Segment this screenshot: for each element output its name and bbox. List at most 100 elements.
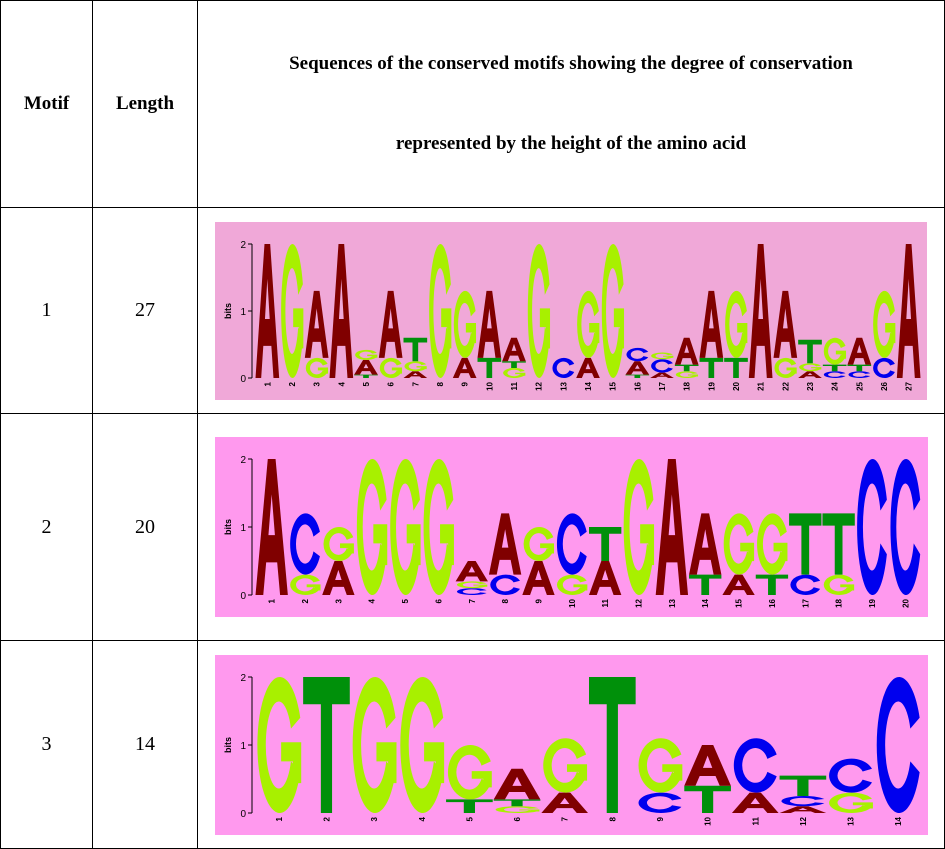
logo-letter-A xyxy=(655,459,688,595)
logo-letter-C xyxy=(889,459,920,595)
y-axis-label: bits xyxy=(223,736,233,752)
logo-letter-T xyxy=(403,337,428,361)
x-tick-label: 20 xyxy=(901,598,910,607)
logo-letter-G xyxy=(823,574,854,595)
header-description-line1: Sequences of the conserved motifs showin… xyxy=(289,53,853,74)
logo-letter-G xyxy=(725,290,748,358)
logo-letter-T xyxy=(625,374,650,378)
x-tick-label: 13 xyxy=(846,816,855,825)
logo-letter-G xyxy=(638,737,682,793)
logo-letter-G xyxy=(527,243,551,378)
logo-letter-C xyxy=(856,459,887,595)
logo-letter-G xyxy=(828,792,873,813)
x-tick-label: 1 xyxy=(274,816,283,821)
table-row: 3 14 0 1 2 bits 1 2 3 4 5 6 7 8 9 10 11 12 13 14 xyxy=(0,640,945,849)
logo-letter-T xyxy=(683,785,731,813)
logo-letter-T xyxy=(477,357,502,378)
logo-letter-G xyxy=(577,290,600,358)
logo-letter-C xyxy=(456,588,487,595)
logo-letter-T xyxy=(788,513,821,575)
x-tick-label: 25 xyxy=(855,381,864,390)
x-tick-label: 13 xyxy=(667,598,676,607)
motif-number: 2 xyxy=(0,413,93,641)
logo-letter-A xyxy=(493,768,540,799)
logo-letter-G xyxy=(256,676,301,813)
logo-letter-T xyxy=(493,798,540,806)
table-row: 2 20 0 1 2 bits 1 2 3 4 5 6 7 8 9 10 11 12 13 14 15 16 17 18 1… xyxy=(0,413,945,641)
x-tick-label: 12 xyxy=(634,598,643,607)
logo-letter-G xyxy=(281,243,304,378)
x-tick-label: 9 xyxy=(534,598,543,603)
logo-letter-G xyxy=(556,574,587,595)
y-tick-label: 2 xyxy=(240,240,246,251)
logo-letter-T xyxy=(724,357,748,378)
logo-letter-A xyxy=(576,357,600,378)
x-tick-label: 18 xyxy=(834,598,843,607)
logo-letter-A xyxy=(731,792,779,813)
logo-letter-A xyxy=(650,372,674,378)
x-tick-label: 8 xyxy=(436,381,445,386)
x-tick-label: 21 xyxy=(757,381,766,390)
logo-letter-T xyxy=(674,364,699,371)
logo-cell: 0 1 2 bits 1 2 3 4 5 6 7 8 9 10 11 12 13 14 15 16 17 18 19 20 21… xyxy=(197,207,945,414)
logo-letter-C xyxy=(289,513,320,575)
logo-letter-G xyxy=(356,459,387,595)
header-length: Length xyxy=(92,0,198,208)
y-tick-label: 2 xyxy=(240,673,246,684)
motif-number: 1 xyxy=(0,207,93,414)
logo-letter-A xyxy=(477,290,502,358)
logo-letter-C xyxy=(780,795,824,806)
logo-letter-G xyxy=(523,527,554,561)
y-tick-label: 1 xyxy=(240,741,246,752)
logo-letter-A xyxy=(773,290,798,358)
x-tick-label: 1 xyxy=(267,598,276,603)
y-tick-label: 0 xyxy=(240,374,246,385)
logo-letter-C xyxy=(848,370,871,378)
logo-letter-G xyxy=(495,805,539,813)
logo-letter-A xyxy=(378,290,403,358)
y-axis-label: bits xyxy=(223,519,233,535)
logo-letter-G xyxy=(675,370,699,378)
x-tick-label: 9 xyxy=(655,816,664,821)
header-motif: Motif xyxy=(0,0,93,208)
x-tick-label: 2 xyxy=(322,816,331,821)
motif-length: 14 xyxy=(92,640,198,849)
x-tick-label: 3 xyxy=(370,816,379,821)
y-tick-label: 0 xyxy=(240,591,246,602)
logo-letter-A xyxy=(403,370,428,378)
y-tick-label: 0 xyxy=(240,809,246,820)
x-tick-label: 13 xyxy=(559,381,568,390)
logo-letter-T xyxy=(821,513,855,575)
logo-letter-A xyxy=(502,337,526,361)
logo-letter-C xyxy=(828,758,872,793)
y-tick-label: 1 xyxy=(240,307,246,318)
logo-letter-A xyxy=(588,561,621,595)
y-tick-label: 2 xyxy=(240,455,246,466)
logo-letter-G xyxy=(322,527,354,561)
logo-letter-T xyxy=(502,360,526,368)
x-tick-label: 23 xyxy=(806,381,815,390)
x-tick-label: 15 xyxy=(609,381,618,390)
logo-letter-A xyxy=(321,561,355,595)
logo-background xyxy=(214,437,928,617)
logo-letter-C xyxy=(789,574,820,595)
logo-letter-G xyxy=(456,581,487,589)
x-tick-label: 26 xyxy=(880,381,889,390)
logo-letter-G xyxy=(756,513,787,575)
logo-letter-G xyxy=(542,737,587,793)
x-tick-label: 9 xyxy=(461,381,470,386)
logo-letter-G xyxy=(404,360,427,371)
x-tick-label: 4 xyxy=(337,381,346,386)
logo-letter-G xyxy=(623,459,654,595)
logo-letter-G xyxy=(823,337,847,365)
logo-letter-A xyxy=(304,290,329,358)
motif-length: 27 xyxy=(92,207,198,414)
logo-letter-A xyxy=(354,359,378,375)
x-tick-label: 5 xyxy=(401,598,410,603)
x-tick-label: 4 xyxy=(367,598,376,603)
logo-letter-T xyxy=(445,798,493,813)
logo-letter-A xyxy=(688,513,721,575)
x-tick-label: 6 xyxy=(387,381,396,386)
